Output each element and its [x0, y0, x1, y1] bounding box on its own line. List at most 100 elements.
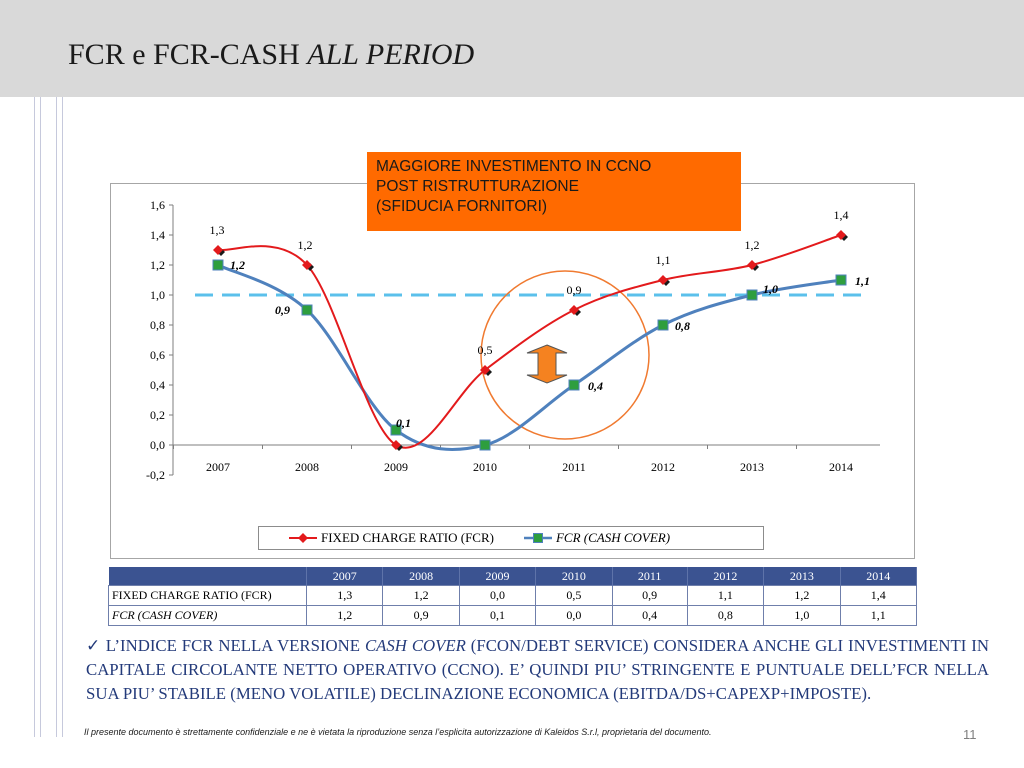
series-line-cash-cover [217, 263, 842, 451]
y-tick-label: 1,2 [150, 258, 165, 272]
table-cell: 1,1 [839, 605, 918, 626]
fcr-data-label: 1,4 [834, 208, 849, 222]
cash-cover-data-label: 1,1 [855, 274, 870, 288]
cash-cover-data-label: 0,8 [675, 319, 690, 333]
table-cell: 1,2 [763, 585, 841, 606]
table-cell: 1,4 [839, 585, 918, 606]
table-row-label: FIXED CHARGE RATIO (FCR) [108, 585, 307, 606]
decor-line [34, 97, 35, 737]
x-tick-label: 2007 [206, 460, 230, 474]
callout-line: (SFIDUCIA FORNITORI) [376, 198, 548, 215]
x-tick-label: 2014 [829, 460, 853, 474]
footer-disclaimer: Il presente documento è strettamente con… [84, 727, 712, 737]
x-tick-label: 2008 [295, 460, 319, 474]
y-tick-label: -0,2 [146, 468, 165, 482]
decor-line [40, 97, 41, 737]
table-header-cell: 2012 [687, 567, 765, 586]
chart-legend: FIXED CHARGE RATIO (FCR) FCR (CASH COVER… [258, 526, 764, 550]
table-header-cell: 2008 [382, 567, 460, 586]
fcr-data-label: 0,9 [567, 283, 582, 297]
cash-cover-data-label: 1,0 [763, 282, 778, 296]
title-main: FCR e FCR-CASH [68, 38, 308, 71]
cash-cover-point [657, 319, 669, 331]
table-header-cell: 2013 [763, 567, 841, 586]
table-cell: 0,9 [382, 605, 460, 626]
fcr-point [302, 260, 312, 270]
table-header-cell: 2014 [840, 567, 918, 586]
cash-cover-point [835, 274, 847, 286]
table-row: FIXED CHARGE RATIO (FCR) 1,3 1,2 0,0 0,5… [108, 585, 918, 606]
cash-cover-data-label: 0,1 [396, 416, 411, 430]
title-italic: ALL PERIOD [307, 38, 475, 71]
y-tick-label: 0,0 [150, 438, 165, 452]
header-bar [0, 0, 1024, 97]
fcr-point [658, 275, 668, 285]
table-header-row: 2007 2008 2009 2010 2011 2012 2013 2014 [108, 567, 918, 586]
legend-line-diamond-icon [289, 533, 317, 543]
table-cell: 0,0 [535, 605, 613, 626]
y-tick-label: 1,6 [150, 198, 165, 212]
page-title: FCR e FCR-CASH ALL PERIOD [68, 38, 474, 72]
fcr-point [747, 260, 757, 270]
data-table: 2007 2008 2009 2010 2011 2012 2013 2014 … [108, 567, 918, 626]
x-tick-label: 2012 [651, 460, 675, 474]
table-cell: 0,0 [458, 585, 537, 606]
table-header-cell [108, 567, 307, 586]
y-tick-label: 1,4 [150, 228, 165, 242]
y-tick-label: 1,0 [150, 288, 165, 302]
table-cell: 0,9 [611, 585, 688, 606]
callout-box: MAGGIORE INVESTIMENTO IN CCNO POST RISTR… [367, 152, 741, 231]
table-header-cell: 2011 [612, 567, 688, 586]
cash-cover-point [568, 379, 580, 391]
fcr-data-label: 1,3 [210, 223, 225, 237]
cash-cover-point [212, 259, 224, 271]
x-tick-label: 2011 [562, 460, 586, 474]
series-line-fcr [217, 234, 842, 449]
table-cell: 1,1 [686, 585, 765, 606]
explanation-paragraph: ✓ L’INDICE FCR NELLA VERSIONE CASH COVER… [86, 634, 989, 706]
line-chart: -0,2 0,0 0,2 0,4 0,6 0,8 1,0 1,2 1,4 1,6 2007 2008 2… [146, 198, 880, 482]
table-cell: 1,0 [763, 605, 841, 626]
x-tick-label: 2013 [740, 460, 764, 474]
table-cell: 1,3 [305, 585, 384, 606]
callout-line: MAGGIORE INVESTIMENTO IN CCNO [376, 158, 652, 175]
cash-cover-data-label: 0,9 [275, 303, 290, 317]
legend-line-square-icon [523, 533, 552, 543]
cash-cover-point [301, 304, 313, 316]
paragraph-text: L’INDICE FCR NELLA VERSIONE [100, 636, 365, 655]
cash-cover-point [390, 424, 402, 436]
checkmark-icon: ✓ [86, 636, 101, 655]
table-cell: 0,8 [686, 605, 765, 626]
table-cell: 1,2 [382, 585, 460, 606]
fcr-point [836, 230, 846, 240]
y-tick-label: 0,4 [150, 378, 165, 392]
paragraph-italic: CASH COVER [364, 636, 466, 655]
y-tick-label: 0,8 [150, 318, 165, 332]
table-header-cell: 2010 [535, 567, 613, 586]
fcr-data-label: 1,2 [745, 238, 760, 252]
table-row-label: FCR (CASH COVER) [108, 605, 307, 626]
table-row: FCR (CASH COVER) 1,2 0,9 0,1 0,0 0,4 0,8… [108, 605, 918, 626]
table-cell: 1,2 [305, 605, 384, 626]
fcr-data-label: 1,2 [298, 238, 313, 252]
table-cell: 0,1 [458, 605, 537, 626]
cash-cover-point [746, 289, 758, 301]
paragraph-text: (FCON/DEBT SERVICE) CONSIDERA ANCHE GLI … [86, 636, 989, 703]
fcr-point [480, 365, 490, 375]
x-tick-label: 2010 [473, 460, 497, 474]
cash-cover-data-label: 0,4 [588, 379, 603, 393]
cash-cover-data-label: 1,2 [230, 258, 245, 272]
legend-label: FCR (CASH COVER) [555, 530, 671, 545]
fcr-point [391, 440, 401, 450]
cash-cover-point [479, 439, 491, 451]
decor-line [56, 97, 57, 737]
legend-item-fcr: FIXED CHARGE RATIO (FCR) [289, 530, 494, 546]
table-header-cell: 2009 [459, 567, 537, 586]
chart-frame [110, 183, 915, 559]
double-arrow-icon [526, 344, 568, 384]
decor-line [62, 97, 63, 737]
fcr-data-label: 1,1 [656, 253, 671, 267]
callout-line: POST RISTRUTTURAZIONE [376, 178, 579, 195]
page-number: 11 [963, 727, 977, 742]
fcr-point [569, 305, 579, 315]
